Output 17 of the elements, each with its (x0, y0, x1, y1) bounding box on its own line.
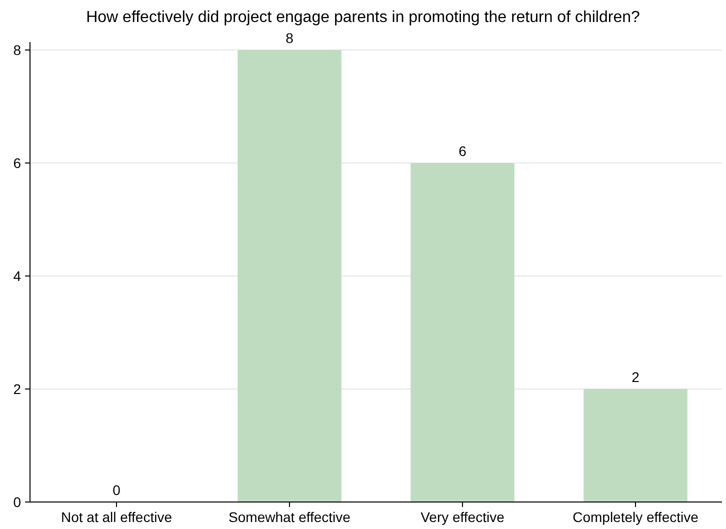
y-tick-label: 2 (13, 381, 22, 397)
y-tick-label: 6 (13, 155, 22, 171)
y-tick-label: 0 (13, 494, 22, 510)
x-tick-label: Very effective (420, 509, 505, 525)
x-tick-label: Somewhat effective (228, 509, 351, 525)
data-label: 2 (632, 369, 640, 385)
data-label: 6 (458, 143, 467, 159)
bar (584, 389, 688, 502)
data-label: 8 (286, 30, 294, 46)
data-label: 0 (112, 482, 121, 498)
chart-title: How effectively did project engage parents in promoting the return of children? (86, 9, 640, 26)
bar (238, 50, 342, 502)
y-tick-label: 8 (13, 42, 22, 58)
bar (410, 163, 514, 502)
y-tick-label: 4 (13, 268, 22, 284)
x-tick-label: Not at all effective (60, 509, 172, 525)
x-tick-label: Completely effective (572, 509, 699, 525)
